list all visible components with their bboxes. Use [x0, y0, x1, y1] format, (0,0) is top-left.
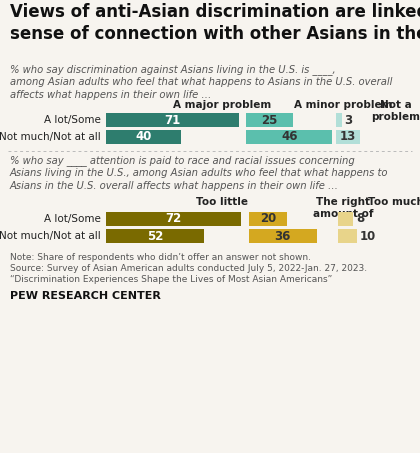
- Text: “Discrimination Experiences Shape the Lives of Most Asian Americans”: “Discrimination Experiences Shape the Li…: [10, 275, 332, 284]
- Text: Views of anti-Asian discrimination are linked to a
sense of connection with othe: Views of anti-Asian discrimination are l…: [10, 3, 420, 43]
- Text: 8: 8: [356, 212, 364, 226]
- Bar: [338, 212, 353, 226]
- Bar: [246, 113, 293, 127]
- Text: A major problem: A major problem: [173, 100, 271, 110]
- Text: 52: 52: [147, 230, 163, 242]
- Text: 3: 3: [345, 114, 353, 126]
- Text: Note: Share of respondents who didn’t offer an answer not shown.: Note: Share of respondents who didn’t of…: [10, 253, 311, 262]
- Text: Not much/Not at all: Not much/Not at all: [0, 231, 101, 241]
- Text: The right
amount of: The right amount of: [313, 197, 373, 219]
- Text: 13: 13: [340, 130, 356, 144]
- Text: 40: 40: [135, 130, 152, 144]
- Bar: [249, 229, 317, 243]
- Bar: [336, 113, 341, 127]
- Text: Not much/Not at all: Not much/Not at all: [0, 132, 101, 142]
- Text: % who say discrimination against Asians living in the U.S. is ____,
among Asian : % who say discrimination against Asians …: [10, 64, 392, 100]
- Text: Source: Survey of Asian American adults conducted July 5, 2022-Jan. 27, 2023.: Source: Survey of Asian American adults …: [10, 264, 367, 273]
- Text: 46: 46: [281, 130, 297, 144]
- Bar: [106, 212, 241, 226]
- Text: 36: 36: [275, 230, 291, 242]
- Bar: [249, 212, 286, 226]
- Text: Too little: Too little: [196, 197, 248, 207]
- Bar: [106, 229, 204, 243]
- Text: 20: 20: [260, 212, 276, 226]
- Text: 10: 10: [360, 230, 376, 242]
- Bar: [106, 130, 181, 144]
- Bar: [246, 130, 333, 144]
- Text: 72: 72: [165, 212, 182, 226]
- Bar: [106, 113, 239, 127]
- Bar: [338, 229, 357, 243]
- Text: Not a
problem: Not a problem: [372, 100, 420, 121]
- Text: 25: 25: [261, 114, 278, 126]
- Text: Too much: Too much: [368, 197, 420, 207]
- Text: A lot/Some: A lot/Some: [44, 214, 101, 224]
- Text: A lot/Some: A lot/Some: [44, 115, 101, 125]
- Bar: [336, 130, 360, 144]
- Text: A minor problem: A minor problem: [294, 100, 392, 110]
- Text: 71: 71: [165, 114, 181, 126]
- Text: % who say ____ attention is paid to race and racial issues concerning
Asians liv: % who say ____ attention is paid to race…: [10, 155, 388, 191]
- Text: PEW RESEARCH CENTER: PEW RESEARCH CENTER: [10, 291, 161, 301]
